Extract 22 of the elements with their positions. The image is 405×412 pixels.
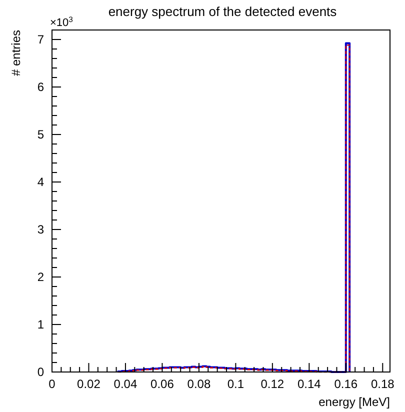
y-tick-label: 4 (37, 175, 44, 189)
x-tick-label: 0.1 (227, 377, 244, 391)
x-tick-label: 0.06 (150, 377, 174, 391)
x-tick-label: 0.18 (370, 377, 395, 391)
x-tick-label: 0.04 (114, 377, 138, 391)
y-axis-title: # entries (9, 30, 23, 76)
x-tick-label: 0.14 (297, 377, 322, 391)
y-tick-label: 6 (37, 80, 44, 94)
y-tick-label: 2 (37, 270, 44, 284)
y-tick-label: 5 (37, 128, 44, 142)
x-tick-label: 0.02 (77, 377, 101, 391)
x-tick-label: 0.16 (334, 377, 358, 391)
y-tick-label: 7 (37, 32, 44, 46)
y-tick-label: 3 (37, 222, 44, 236)
y-tick-label: 0 (37, 365, 44, 379)
x-axis-title: energy [MeV] (318, 395, 390, 409)
y-tick-label: 1 (37, 318, 44, 332)
chart-title: energy spectrum of the detected events (108, 4, 338, 19)
x-tick-label: 0.08 (187, 377, 211, 391)
x-tick-label: 0 (48, 377, 56, 391)
text: ×10$^{3}$ (50, 14, 73, 29)
x-tick-label: 0.12 (260, 377, 284, 391)
